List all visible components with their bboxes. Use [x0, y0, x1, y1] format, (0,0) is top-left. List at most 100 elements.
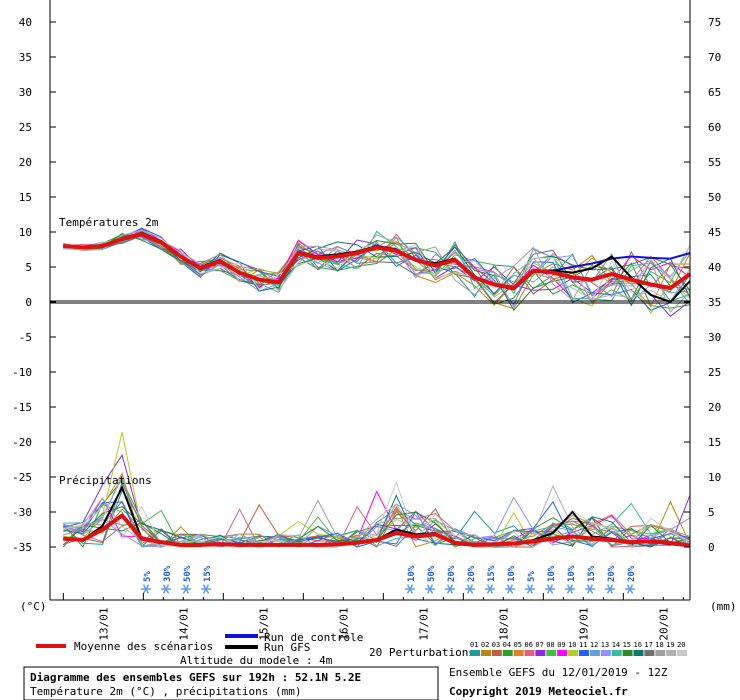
- right-tick-label: 0: [708, 541, 715, 554]
- right-tick-label: 50: [708, 191, 721, 204]
- snowflake-stroke: [182, 584, 190, 594]
- x-date-label: 14/01: [177, 607, 190, 640]
- perturbation-swatch: [546, 650, 557, 656]
- perturbation-id: 12: [590, 641, 598, 649]
- perturbation-swatch: [480, 650, 491, 656]
- snow-probability-label: 5%: [143, 571, 153, 582]
- left-tick-label: -35: [12, 541, 32, 554]
- plot-area: 5% 30% 50% 15% 10% 50% 20% 20% 15% 10% 5% 10% 10% 15%…: [62, 227, 692, 594]
- perturbation-id: 06: [525, 641, 533, 649]
- snowflake-stroke: [566, 584, 574, 594]
- perturbation-id: 20: [677, 641, 685, 649]
- perturbation-swatch: [622, 650, 633, 656]
- footer-title: Diagramme des ensembles GEFS sur 192h : …: [30, 671, 361, 684]
- snow-probability-label: 20%: [627, 565, 637, 582]
- right-tick-label: 60: [708, 121, 721, 134]
- x-date-label: 18/01: [497, 607, 510, 640]
- x-date-label: 16/01: [337, 607, 350, 640]
- temperature-perturbation-line: [63, 234, 691, 302]
- snowflake-icon: [485, 584, 495, 594]
- perturbation-swatch: [470, 650, 480, 656]
- perturbation-swatch: [677, 650, 688, 656]
- right-tick-label: 5: [708, 506, 715, 519]
- x-date-label: 20/01: [657, 607, 670, 640]
- snowflake-icon: [625, 584, 635, 594]
- axes: 4035302520151050-5-10-15-20-25-30-357570…: [12, 0, 721, 641]
- footer-box: [23, 666, 439, 700]
- snow-probability-label: 30%: [163, 565, 173, 582]
- snow-probability-label: 15%: [203, 565, 213, 582]
- right-axis-unit: (mm): [710, 600, 737, 613]
- snowflake-stroke: [486, 584, 494, 594]
- perturbation-id: 14: [612, 641, 620, 649]
- right-tick-label: 25: [708, 366, 721, 379]
- precipitation-panel-label: Précipitations: [59, 474, 152, 487]
- left-tick-label: -10: [12, 366, 32, 379]
- left-tick-label: 25: [19, 121, 32, 134]
- temperature-perturbation-line: [63, 229, 691, 303]
- run-info: Ensemble GEFS du 12/01/2019 - 12Z: [449, 666, 668, 679]
- right-tick-label: 20: [708, 401, 721, 414]
- left-tick-label: -15: [12, 401, 32, 414]
- right-tick-label: 55: [708, 156, 721, 169]
- snow-probability-label: 20%: [607, 565, 617, 582]
- legend-control-label: Run de contrôle: [264, 631, 363, 644]
- perturbation-id: 01: [470, 641, 478, 649]
- perturbation-swatch: [655, 650, 666, 656]
- perturbation-swatch: [502, 650, 513, 656]
- x-date-label: 19/01: [577, 607, 590, 640]
- perturbation-id: 16: [634, 641, 642, 649]
- precipitation-mean-line: [63, 513, 691, 548]
- perturbation-swatch: [600, 650, 611, 656]
- perturbation-swatch: [611, 650, 622, 656]
- snow-probability-label: 15%: [487, 565, 497, 582]
- perturbation-id: 19: [666, 641, 674, 649]
- left-tick-label: -5: [19, 331, 32, 344]
- snowflake-icon: [161, 584, 171, 594]
- altitude-label: Altitude du modele : 4m: [180, 654, 333, 667]
- snowflake-icon: [505, 584, 515, 594]
- left-tick-label: 30: [19, 86, 32, 99]
- snowflake-stroke: [446, 584, 454, 594]
- snowflake-icon: [181, 584, 191, 594]
- perturbation-id: 09: [557, 641, 565, 649]
- left-tick-label: 20: [19, 156, 32, 169]
- right-tick-label: 40: [708, 261, 721, 274]
- perturbation-id: 04: [503, 641, 511, 649]
- snowflake-stroke: [506, 584, 514, 594]
- snow-probability-label: 50%: [427, 565, 437, 582]
- legend-mean-label: Moyenne des scénarios: [74, 640, 213, 653]
- temperature-mean-line: [63, 232, 692, 290]
- snow-probability-label: 15%: [587, 565, 597, 582]
- perturbation-swatch: [557, 650, 568, 656]
- perturbation-id: 05: [514, 641, 522, 649]
- x-date-label: 13/01: [97, 607, 110, 640]
- right-tick-label: 30: [708, 331, 721, 344]
- left-tick-label: 15: [19, 191, 32, 204]
- snowflake-icon: [445, 584, 455, 594]
- perturbation-id: 02: [481, 641, 489, 649]
- snowflake-icon: [465, 584, 475, 594]
- snowflake-icon: [525, 584, 535, 594]
- snowflake-icon: [141, 584, 151, 594]
- snowflake-stroke: [162, 584, 170, 594]
- perturbation-id: 08: [546, 641, 554, 649]
- perturbation-swatch: [633, 650, 644, 656]
- snow-probability-label: 50%: [183, 565, 193, 582]
- snowflake-stroke: [406, 584, 414, 594]
- perturbation-swatch: [579, 650, 589, 656]
- snowflake-stroke: [626, 584, 634, 594]
- left-tick-label: 35: [19, 51, 32, 64]
- snow-probability-label: 10%: [567, 565, 577, 582]
- left-tick-label: 40: [19, 16, 32, 29]
- snowflake-stroke: [142, 584, 150, 594]
- perturbation-id: 13: [601, 641, 609, 649]
- perturbation-swatch: [589, 650, 600, 656]
- left-axis-unit: (°C): [20, 600, 47, 613]
- snowflake-icon: [425, 584, 435, 594]
- legend-gfs-label: Run GFS: [264, 641, 310, 654]
- left-tick-label: -30: [12, 506, 32, 519]
- perturbation-swatch: [666, 650, 677, 656]
- snow-probability-label: 10%: [547, 565, 557, 582]
- perturbations-label: 20 Perturbations: [369, 646, 475, 659]
